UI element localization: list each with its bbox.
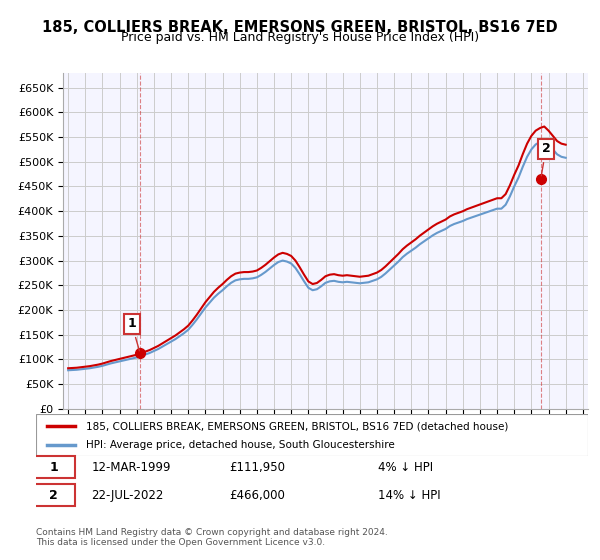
Text: 4% ↓ HPI: 4% ↓ HPI — [378, 460, 433, 474]
Text: 14% ↓ HPI: 14% ↓ HPI — [378, 488, 441, 502]
FancyBboxPatch shape — [36, 414, 588, 456]
Text: 12-MAR-1999: 12-MAR-1999 — [91, 460, 170, 474]
Text: Contains HM Land Registry data © Crown copyright and database right 2024.
This d: Contains HM Land Registry data © Crown c… — [36, 528, 388, 547]
Text: 22-JUL-2022: 22-JUL-2022 — [91, 488, 164, 502]
FancyBboxPatch shape — [33, 484, 74, 506]
Text: £466,000: £466,000 — [229, 488, 285, 502]
Text: Price paid vs. HM Land Registry's House Price Index (HPI): Price paid vs. HM Land Registry's House … — [121, 31, 479, 44]
Text: HPI: Average price, detached house, South Gloucestershire: HPI: Average price, detached house, Sout… — [86, 440, 394, 450]
FancyBboxPatch shape — [33, 456, 74, 478]
Text: 1: 1 — [49, 460, 58, 474]
Text: 1: 1 — [127, 318, 139, 351]
Text: 2: 2 — [541, 142, 550, 176]
Text: £111,950: £111,950 — [229, 460, 285, 474]
Text: 185, COLLIERS BREAK, EMERSONS GREEN, BRISTOL, BS16 7ED (detached house): 185, COLLIERS BREAK, EMERSONS GREEN, BRI… — [86, 421, 508, 431]
Text: 2: 2 — [49, 488, 58, 502]
Text: 185, COLLIERS BREAK, EMERSONS GREEN, BRISTOL, BS16 7ED: 185, COLLIERS BREAK, EMERSONS GREEN, BRI… — [42, 20, 558, 35]
